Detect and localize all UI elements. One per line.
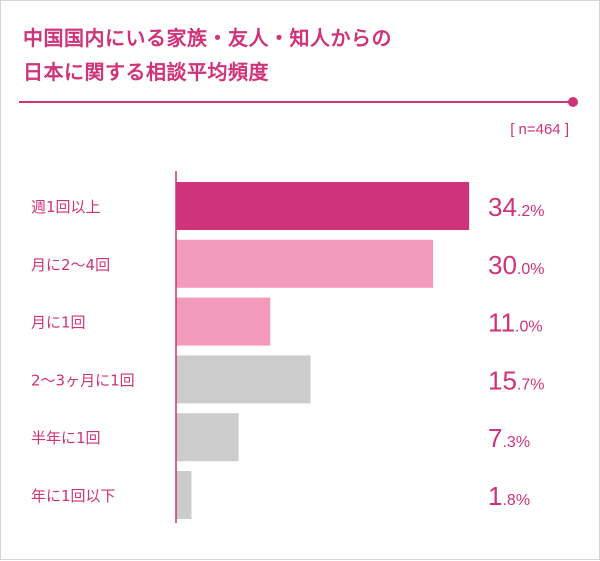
value-label: 30.0% <box>488 250 545 280</box>
value-label: 1.8% <box>488 481 530 511</box>
chart-title: 中国国内にいる家族・友人・知人からの 日本に関する相談平均頻度 <box>23 21 392 89</box>
category-label: 月に1回 <box>31 314 86 332</box>
value-label: 15.7% <box>488 365 545 395</box>
bar-4 <box>176 355 311 404</box>
value-label: 7.3% <box>488 423 530 453</box>
chart-title-line-2: 日本に関する相談平均頻度 <box>23 60 269 84</box>
category-label: 半年に1回 <box>31 429 101 447</box>
category-label: 週1回以上 <box>31 198 101 216</box>
title-divider <box>19 101 573 103</box>
value-label: 11.0% <box>488 308 543 338</box>
value-label: 34.2% <box>488 192 545 222</box>
category-label: 2〜3ヶ月に1回 <box>31 371 135 389</box>
category-label: 月に2〜4回 <box>31 256 110 274</box>
sample-size: [ n=464 ] <box>510 121 569 138</box>
bar-1 <box>176 182 470 230</box>
category-label: 年に1回以下 <box>31 487 116 505</box>
bar-3 <box>176 297 271 346</box>
bar-6 <box>176 471 192 519</box>
divider-end-dot <box>568 97 578 107</box>
chart-title-line-1: 中国国内にいる家族・友人・知人からの <box>23 26 392 50</box>
bar-2 <box>176 239 434 288</box>
bar-5 <box>176 413 239 462</box>
